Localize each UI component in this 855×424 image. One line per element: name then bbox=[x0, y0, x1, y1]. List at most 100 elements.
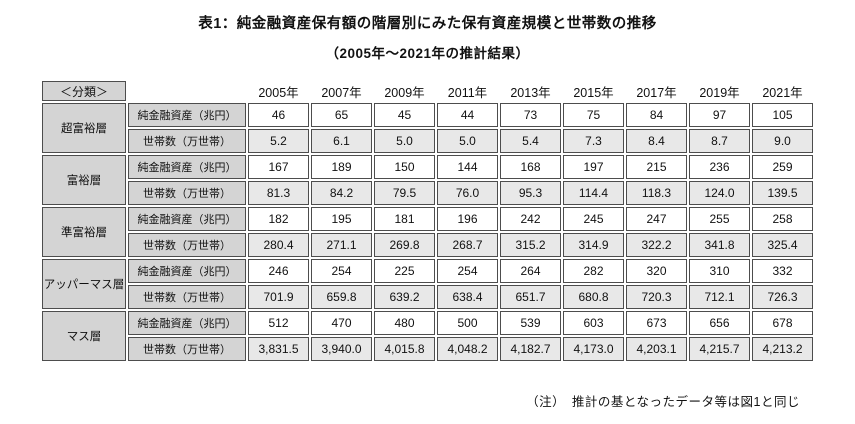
value-cell: 73 bbox=[500, 103, 561, 127]
value-cell: 65 bbox=[311, 103, 372, 127]
value-cell: 150 bbox=[374, 155, 435, 179]
value-cell: 84.2 bbox=[311, 181, 372, 205]
table-row: 富裕層 純金融資産（兆円） 167 189 150 144 168 197 215 236 259 bbox=[42, 155, 813, 205]
year-header: 2007年 bbox=[321, 85, 362, 100]
value-cell: 196 bbox=[437, 207, 498, 231]
value-cell: 325.4 bbox=[752, 233, 813, 257]
value-cell: 81.3 bbox=[248, 181, 309, 205]
value-cell: 5.0 bbox=[374, 129, 435, 153]
value-cell: 254 bbox=[437, 259, 498, 283]
year-header: 2011年 bbox=[447, 85, 488, 100]
value-cell: 254 bbox=[311, 259, 372, 283]
value-cell: 282 bbox=[563, 259, 624, 283]
table-row: 世帯数（万世帯） 280.4 271.1 269.8 268.7 315.2 314.9 32… bbox=[42, 233, 813, 257]
table-row: 世帯数（万世帯） 701.9 659.8 639.2 638.4 651.7 680.8 72… bbox=[42, 285, 813, 309]
category-cell: マス層 bbox=[42, 311, 126, 361]
value-cell: 246 bbox=[248, 259, 309, 283]
value-cell: 245 bbox=[563, 207, 624, 231]
value-cell: 4,048.2 bbox=[437, 337, 498, 361]
year-header: 2019年 bbox=[699, 85, 740, 100]
value-cell: 45 bbox=[374, 103, 435, 127]
value-cell: 167 bbox=[248, 155, 309, 179]
value-cell: 139.5 bbox=[752, 181, 813, 205]
value-cell: 259 bbox=[752, 155, 813, 179]
year-header: 2009年 bbox=[384, 85, 425, 100]
value-cell: 168 bbox=[500, 155, 561, 179]
value-cell: 678 bbox=[752, 311, 813, 335]
value-cell: 332 bbox=[752, 259, 813, 283]
value-cell: 280.4 bbox=[248, 233, 309, 257]
value-cell: 322.2 bbox=[626, 233, 687, 257]
value-cell: 114.4 bbox=[563, 181, 624, 205]
value-cell: 269.8 bbox=[374, 233, 435, 257]
year-header: 2013年 bbox=[510, 85, 551, 100]
value-cell: 673 bbox=[626, 311, 687, 335]
value-cell: 712.1 bbox=[689, 285, 750, 309]
table-row: マス層 純金融資産（兆円） 512 470 480 500 539 603 673 656 678 bbox=[42, 311, 813, 361]
value-cell: 258 bbox=[752, 207, 813, 231]
value-cell: 8.7 bbox=[689, 129, 750, 153]
header-row: ＜分類＞ 2005年 2007年 2009年 2011年 2013年 2015年 2017年 2… bbox=[42, 81, 813, 101]
year-header: 2005年 bbox=[258, 85, 299, 100]
value-cell: 701.9 bbox=[248, 285, 309, 309]
value-cell: 603 bbox=[563, 311, 624, 335]
value-cell: 4,182.7 bbox=[500, 337, 561, 361]
value-cell: 656 bbox=[689, 311, 750, 335]
category-cell: 準富裕層 bbox=[42, 207, 126, 257]
value-cell: 79.5 bbox=[374, 181, 435, 205]
value-cell: 271.1 bbox=[311, 233, 372, 257]
value-cell: 197 bbox=[563, 155, 624, 179]
category-cell: 富裕層 bbox=[42, 155, 126, 205]
value-cell: 4,215.7 bbox=[689, 337, 750, 361]
value-cell: 181 bbox=[374, 207, 435, 231]
value-cell: 720.3 bbox=[626, 285, 687, 309]
value-cell: 6.1 bbox=[311, 129, 372, 153]
table-row: 超富裕層 純金融資産（兆円） 46 65 45 44 73 75 84 97 105 bbox=[42, 103, 813, 153]
value-cell: 4,213.2 bbox=[752, 337, 813, 361]
footnote: （注） 推計の基となったデータ等は図1と同じ bbox=[526, 395, 800, 409]
table-row: 世帯数（万世帯） 81.3 84.2 79.5 76.0 95.3 114.4 118.3 12… bbox=[42, 181, 813, 205]
value-cell: 4,203.1 bbox=[626, 337, 687, 361]
metric-label-cell: 純金融資産（兆円） bbox=[128, 259, 246, 283]
value-cell: 3,940.0 bbox=[311, 337, 372, 361]
value-cell: 470 bbox=[311, 311, 372, 335]
value-cell: 268.7 bbox=[437, 233, 498, 257]
classification-header-cell: ＜分類＞ bbox=[42, 81, 126, 101]
header-spacer-cell bbox=[128, 81, 246, 101]
year-header: 2015年 bbox=[573, 85, 614, 100]
table-row: 世帯数（万世帯） 3,831.5 3,940.0 4,015.8 4,048.2 4,18… bbox=[42, 337, 813, 361]
table-row: アッパーマス層 純金融資産（兆円） 246 254 225 254 264 282 320 310… bbox=[42, 259, 813, 309]
year-header: 2021年 bbox=[762, 85, 803, 100]
value-cell: 480 bbox=[374, 311, 435, 335]
value-cell: 512 bbox=[248, 311, 309, 335]
value-cell: 95.3 bbox=[500, 181, 561, 205]
value-cell: 726.3 bbox=[752, 285, 813, 309]
table-subtitle: （2005年～2021年の推計結果） bbox=[325, 46, 530, 61]
value-cell: 638.4 bbox=[437, 285, 498, 309]
value-cell: 320 bbox=[626, 259, 687, 283]
value-cell: 539 bbox=[500, 311, 561, 335]
value-cell: 315.2 bbox=[500, 233, 561, 257]
value-cell: 5.0 bbox=[437, 129, 498, 153]
value-cell: 46 bbox=[248, 103, 309, 127]
table-body: 超富裕層 純金融資産（兆円） 46 65 45 44 73 75 84 97 105 世帯数（万世帯）… bbox=[42, 103, 813, 361]
value-cell: 651.7 bbox=[500, 285, 561, 309]
metric-label-cell: 純金融資産（兆円） bbox=[128, 207, 246, 231]
value-cell: 9.0 bbox=[752, 129, 813, 153]
value-cell: 639.2 bbox=[374, 285, 435, 309]
metric-label-cell: 世帯数（万世帯） bbox=[128, 181, 246, 205]
category-cell: アッパーマス層 bbox=[42, 259, 126, 309]
table-row: 世帯数（万世帯） 5.2 6.1 5.0 5.0 5.4 7.3 8.4 8.7 9.0 bbox=[42, 129, 813, 153]
value-cell: 264 bbox=[500, 259, 561, 283]
table-row: 準富裕層 純金融資産（兆円） 182 195 181 196 242 245 247 255 258 bbox=[42, 207, 813, 257]
value-cell: 225 bbox=[374, 259, 435, 283]
value-cell: 680.8 bbox=[563, 285, 624, 309]
table-head: ＜分類＞ 2005年 2007年 2009年 2011年 2013年 2015年 2017年 2… bbox=[42, 81, 813, 101]
table-title: 表1：純金融資産保有額の階層別にみた保有資産規模と世帯数の推移 bbox=[198, 16, 657, 32]
metric-label-cell: 世帯数（万世帯） bbox=[128, 129, 246, 153]
value-cell: 236 bbox=[689, 155, 750, 179]
year-header: 2017年 bbox=[636, 85, 677, 100]
value-cell: 97 bbox=[689, 103, 750, 127]
value-cell: 195 bbox=[311, 207, 372, 231]
